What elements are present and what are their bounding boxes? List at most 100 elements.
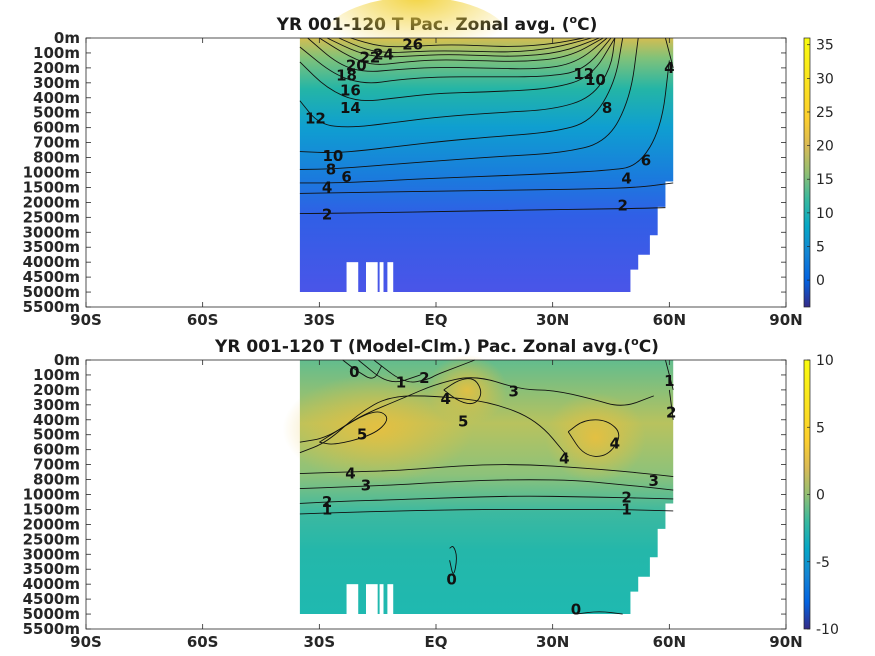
contour-label: 1 [322,500,332,518]
contour-line-2 [299,495,674,504]
y-tick-label: 600m [33,441,80,459]
y-tick-label: 200m [33,59,80,77]
contour-line-4 [299,464,674,478]
colorbar-tick-label: 25 [816,105,834,121]
contour-label: 2 [617,196,627,214]
contour-label: 12 [305,110,326,128]
y-tick-label: 800m [33,471,80,489]
contour-line-8 [299,37,639,170]
y-tick-label: 500m [33,104,80,122]
x-tick-label: EQ [425,633,448,651]
contour-line-24 [338,37,592,53]
y-tick-label: 1500m [23,178,80,196]
x-tick-label: 30N [536,311,569,329]
contour-line-2 [373,359,476,383]
contour-label: 0 [446,571,456,589]
x-tick-label: 90S [70,311,102,329]
contour-label: 8 [602,99,612,117]
contour-label: 8 [326,161,336,179]
y-tick-label: 2500m [23,530,80,548]
contour-line-2 [299,207,666,215]
contour-label: 10 [323,147,344,165]
colorbar-tick-label: 35 [816,38,834,54]
y-tick-label: 400m [33,89,80,107]
contour-label: 1 [664,372,674,390]
anomaly-warm-eq [427,354,508,425]
colorbar-tick-label: 20 [816,139,834,155]
y-tick-label: 2500m [23,208,80,226]
contour-line-4 [665,37,674,69]
contour-label: 4 [441,390,451,408]
y-tick-label: 700m [33,456,80,474]
anomaly-warm-north [545,392,646,483]
field-fill [299,38,674,293]
contour-line-22 [326,37,600,58]
x-tick-label: 90S [70,633,102,651]
contour-label: 22 [359,48,380,66]
contour-label: 4 [559,450,569,468]
y-tick-label: 700m [33,134,80,152]
colorbar-tick-label: 15 [816,172,834,188]
x-tick-label: 60S [187,311,219,329]
contour-label: 5 [357,426,367,444]
colorbar-tick-label: 10 [816,206,834,222]
top-panel-temperature: YR 001-120 T Pac. Zonal avg. (oC)2624222… [23,0,834,329]
contour-line-0 [342,359,382,379]
x-tick-label: 30S [303,311,335,329]
contour-label: 2 [419,369,429,387]
y-tick-label: 4500m [23,268,80,286]
contour-line-20 [319,37,604,65]
warm-core [321,0,512,87]
contour-line-4 [299,182,674,194]
y-tick-label: 100m [33,366,80,384]
y-tick-label: 100m [33,44,80,62]
topography-gap [379,584,384,615]
y-tick-label: 1000m [23,164,80,182]
contour-label: 3 [361,477,371,495]
topography-gap [366,584,378,615]
colorbar-tick-label: 0 [816,488,825,504]
y-tick-label: 0m [54,351,80,369]
y-tick-label: 1000m [23,486,80,504]
topography-gap [366,262,378,293]
topography-gap [387,584,394,615]
contour-line-12 [299,37,616,128]
x-tick-label: 60N [653,633,686,651]
contour-label: 6 [641,152,651,170]
bottom-panel-anomaly: YR 001-120 T (Model-Clm.) Pac. Zonal avg… [23,335,839,651]
contour-label: 16 [340,81,361,99]
contour-label: 5 [458,412,468,430]
colorbar [803,37,811,308]
contour-line-0 [575,611,623,615]
contour-line-5 [319,411,388,445]
colorbar-tick-label: 5 [816,420,825,436]
contour-line-1 [357,359,421,383]
y-tick-label: 300m [33,74,80,92]
y-tick-label: 500m [33,426,80,444]
contour-line-4 [299,395,569,458]
contour-label: 12 [573,65,594,83]
topography-gap [387,262,394,293]
colorbar-tick-label: 0 [816,273,825,289]
contour-label: 2 [322,205,332,223]
y-tick-label: 3500m [23,560,80,578]
contour-label: 1 [621,500,631,518]
topography-gap [346,262,359,293]
contour-label: 0 [571,601,581,619]
y-tick-label: 5000m [23,605,80,623]
contour-label: 4 [322,178,332,196]
contour-label: 2 [322,493,332,511]
y-tick-label: 5000m [23,283,80,301]
contour-label: 4 [621,169,631,187]
x-tick-label: 60N [653,311,686,329]
contour-label: 24 [373,45,394,63]
y-tick-label: 2000m [23,193,80,211]
colorbar-tick-label: -5 [816,555,830,571]
contour-line-1 [299,508,674,515]
contour-label: 1 [396,373,406,391]
colorbar-tick-label: -10 [816,622,839,638]
contour-line-0 [449,546,457,574]
contour-label: 14 [340,99,361,117]
colorbar-tick-label: 5 [816,239,825,255]
